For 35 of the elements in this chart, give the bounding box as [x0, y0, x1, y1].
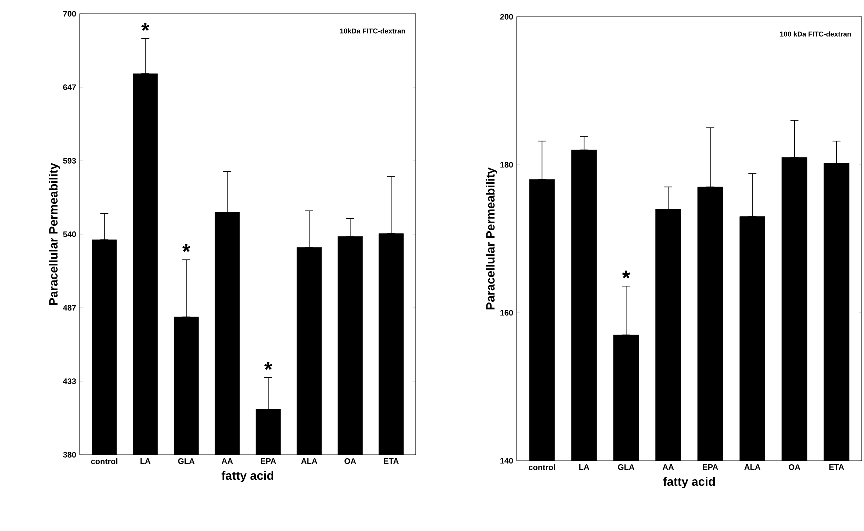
- x-tick-label: LA: [580, 464, 590, 470]
- x-axis-title: fatty acid: [663, 477, 716, 488]
- y-tick-label: 487: [63, 305, 76, 311]
- x-tick-label: OA: [344, 458, 356, 464]
- x-tick-label: EPA: [261, 458, 276, 464]
- x-tick-label: ALA: [301, 458, 318, 464]
- annotation: *: [622, 270, 630, 279]
- x-tick-label: ETA: [830, 464, 844, 470]
- x-tick-label: EPA: [703, 464, 718, 470]
- y-tick-label: 200: [500, 14, 514, 20]
- y-tick-label: 433: [63, 378, 76, 384]
- y-tick-label: 540: [63, 232, 76, 238]
- x-tick-label: control: [529, 464, 556, 470]
- annotation: *: [142, 23, 150, 32]
- x-tick-label: ETA: [384, 458, 399, 464]
- x-axis-title: fatty acid: [222, 471, 274, 482]
- x-tick-label: AA: [662, 464, 674, 470]
- y-axis-title: Paracellular Permeability: [49, 163, 60, 306]
- y-axis-title: Paracellular Permeability: [486, 168, 498, 310]
- x-tick-label: control: [91, 458, 118, 464]
- y-tick-label: 700: [63, 11, 76, 17]
- y-tick-label: 180: [500, 162, 514, 168]
- x-tick-label: GLA: [618, 464, 635, 470]
- y-tick-label: 647: [63, 84, 76, 90]
- y-tick-label: 160: [500, 310, 514, 316]
- x-tick-label: ALA: [744, 464, 761, 470]
- y-tick-label: 593: [63, 158, 76, 164]
- y-tick-label: 140: [500, 458, 514, 464]
- y-tick-label: 380: [63, 452, 76, 458]
- x-tick-label: AA: [222, 458, 234, 464]
- x-tick-label: LA: [140, 458, 151, 464]
- annotation: *: [182, 244, 191, 252]
- x-tick-label: OA: [789, 464, 800, 470]
- annotation: *: [264, 362, 272, 370]
- x-tick-label: GLA: [178, 458, 195, 464]
